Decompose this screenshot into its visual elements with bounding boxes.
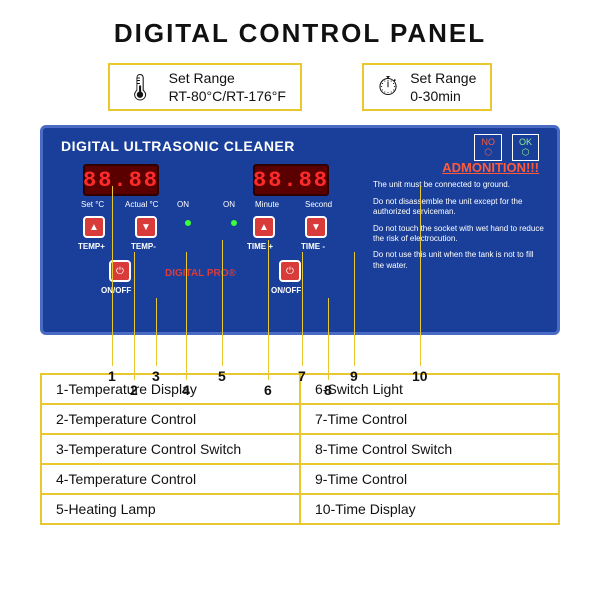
brand-label: DIGITAL PRO® [165, 268, 236, 279]
legend-table: 1-Temperature Display6-Switch Light 2-Te… [40, 373, 560, 525]
legend-cell: 7-Time Control [300, 404, 559, 434]
heating-lamp [185, 220, 191, 226]
leader-8 [328, 298, 329, 380]
leader-4 [186, 252, 187, 380]
callout-3: 3 [152, 368, 160, 384]
spec-temp-label: Set Range [169, 69, 286, 87]
spec-time: ⏱ Set Range 0-30min [362, 63, 492, 111]
label-actual: Actual °C [125, 200, 158, 209]
spec-row: 🌡 Set Range RT-80°C/RT-176°F ⏱ Set Range… [0, 63, 600, 111]
panel-title: DIGITAL ULTRASONIC CLEANER [61, 138, 295, 154]
label-tempminus: TEMP- [131, 242, 156, 251]
spec-time-value: 0-30min [410, 87, 476, 105]
spec-time-label: Set Range [410, 69, 476, 87]
callout-5: 5 [218, 368, 226, 384]
spec-temp-value: RT-80°C/RT-176°F [169, 87, 286, 105]
label-tempplus: TEMP+ [78, 242, 105, 251]
clock-icon: ⏱ [378, 71, 398, 103]
label-onoff1: ON/OFF [101, 286, 131, 295]
thermometer-icon: 🌡 [124, 72, 157, 103]
leader-6 [268, 240, 269, 380]
temp-minus-button[interactable]: ▼ [135, 216, 157, 238]
leader-9 [354, 252, 355, 366]
legend-cell: 9-Time Control [300, 464, 559, 494]
legend-cell: 4-Temperature Control [41, 464, 300, 494]
callout-2: 2 [130, 382, 138, 398]
legend-cell: 5-Heating Lamp [41, 494, 300, 524]
callout-6: 6 [264, 382, 272, 398]
legend-cell: 3-Temperature Control Switch [41, 434, 300, 464]
time-display: 88.88 [253, 164, 329, 196]
time-plus-button[interactable]: ▲ [253, 216, 275, 238]
callout-7: 7 [298, 368, 306, 384]
leader-3 [156, 298, 157, 366]
leader-5 [222, 240, 223, 366]
legend-cell: 2-Temperature Control [41, 404, 300, 434]
label-onoff2: ON/OFF [271, 286, 301, 295]
page-title: DIGITAL CONTROL PANEL [0, 0, 600, 49]
callout-1: 1 [108, 368, 116, 384]
warnings: The unit must be connected to ground. Do… [373, 180, 545, 277]
label-second: Second [305, 200, 332, 209]
legend-cell: 6-Switch Light [300, 374, 559, 404]
temp-plus-button[interactable]: ▲ [83, 216, 105, 238]
leader-2 [134, 252, 135, 380]
wash-ok-icon: OK⬡ [512, 134, 539, 161]
label-on2: ON [223, 200, 235, 209]
switch-light [231, 220, 237, 226]
time-onoff-button[interactable]: ⏻ [279, 260, 301, 282]
time-minus-button[interactable]: ▼ [305, 216, 327, 238]
legend-cell: 1-Temperature Display [41, 374, 300, 404]
label-on1: ON [177, 200, 189, 209]
leader-7 [302, 252, 303, 366]
temperature-display: 88.88 [83, 164, 159, 196]
admonition-heading: ADMONITION!!! [442, 160, 539, 175]
leader-1 [112, 186, 113, 366]
spec-temp: 🌡 Set Range RT-80°C/RT-176°F [108, 63, 302, 111]
callout-10: 10 [412, 368, 428, 384]
callout-4: 4 [182, 382, 190, 398]
legend-cell: 8-Time Control Switch [300, 434, 559, 464]
legend-cell: 10-Time Display [300, 494, 559, 524]
label-set: Set °C [81, 200, 104, 209]
label-timeplus: TIME + [247, 242, 273, 251]
leader-10 [420, 186, 421, 366]
callout-8: 8 [324, 382, 332, 398]
device-panel: DIGITAL ULTRASONIC CLEANER NO⬡ OK⬡ ADMON… [40, 125, 560, 335]
label-timeminus: TIME - [301, 242, 325, 251]
wash-no-icon: NO⬡ [474, 134, 502, 161]
callout-9: 9 [350, 368, 358, 384]
label-minute: Minute [255, 200, 279, 209]
